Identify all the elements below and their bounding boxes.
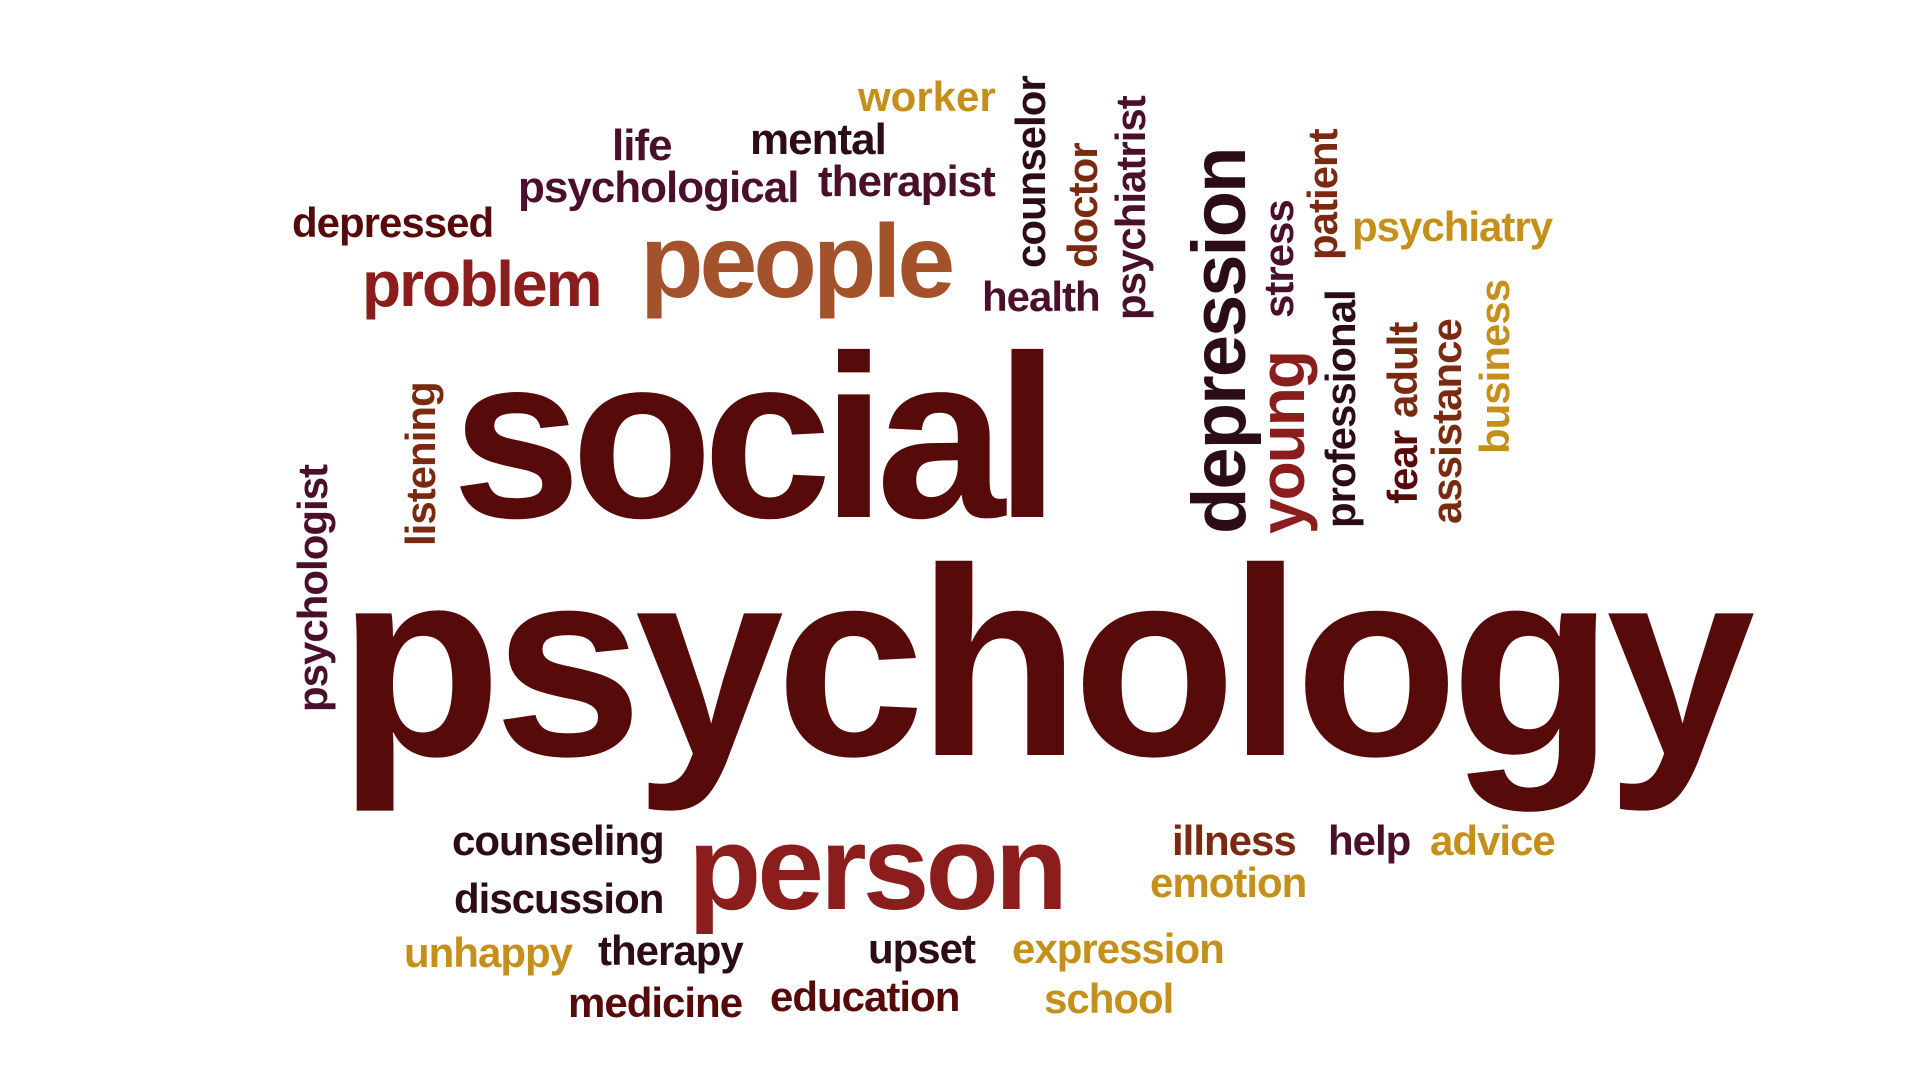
word-adult: adult (1379, 322, 1426, 418)
word-psychiatrist: psychiatrist (1107, 96, 1154, 320)
word-expression: expression (1012, 925, 1225, 972)
word-assistance: assistance (1423, 319, 1470, 524)
word-patient: patient (1299, 129, 1346, 260)
word-doctor: doctor (1059, 143, 1106, 268)
word-help: help (1328, 817, 1411, 864)
word-upset: upset (868, 925, 976, 972)
word-medicine: medicine (568, 979, 743, 1026)
word-education: education (770, 973, 960, 1020)
word-mental: mental (750, 115, 887, 164)
word-illness: illness (1172, 817, 1297, 864)
word-psychiatry: psychiatry (1352, 203, 1553, 250)
word-counseling: counseling (452, 817, 665, 864)
word-person: person (688, 801, 1068, 935)
word-young: young (1246, 352, 1318, 534)
word-health: health (982, 273, 1101, 320)
word-listening: listening (397, 382, 444, 546)
word-psychological: psychological (518, 163, 799, 212)
word-stress: stress (1255, 200, 1302, 318)
word-people: people (640, 204, 955, 320)
word-depressed: depressed (292, 199, 494, 246)
word-emotion: emotion (1150, 859, 1307, 906)
word-school: school (1044, 975, 1174, 1022)
word-therapy: therapy (598, 927, 744, 974)
word-worker: worker (858, 73, 996, 120)
word-advice: advice (1430, 817, 1556, 864)
word-problem: problem (362, 248, 602, 320)
word-counselor: counselor (1007, 76, 1054, 268)
word-unhappy: unhappy (404, 929, 573, 976)
word-social: social (452, 308, 1060, 567)
word-life: life (612, 121, 673, 170)
word-professional: professional (1317, 290, 1364, 528)
word-psychology: psychology (338, 512, 1755, 812)
word-therapist: therapist (818, 157, 996, 206)
word-discussion: discussion (454, 875, 664, 922)
word-fear: fear (1379, 430, 1426, 504)
word-psychologist: psychologist (289, 464, 336, 712)
word-business: business (1471, 279, 1518, 454)
